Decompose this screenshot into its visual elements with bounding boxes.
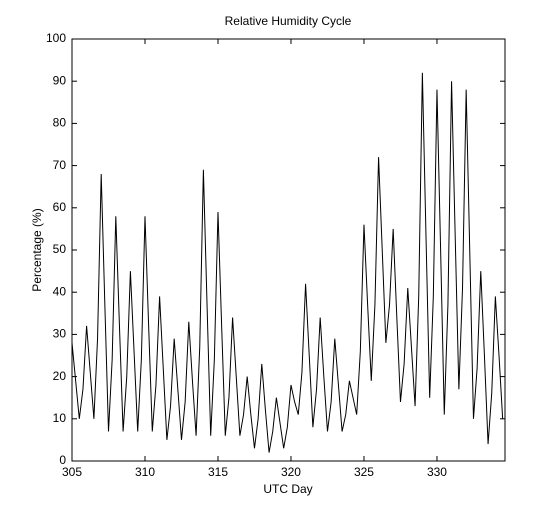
y-tick-label: 40 — [53, 284, 67, 298]
y-tick-label: 20 — [53, 369, 67, 383]
y-tick-label: 30 — [53, 327, 67, 341]
x-tick-label: 325 — [354, 465, 374, 479]
y-tick-label: 80 — [53, 116, 67, 130]
y-tick-label: 60 — [53, 200, 67, 214]
chart-title: Relative Humidity Cycle — [225, 14, 352, 28]
x-tick-label: 320 — [281, 465, 301, 479]
x-tick-label: 315 — [208, 465, 228, 479]
y-tick-label: 10 — [53, 411, 67, 425]
x-tick-label: 305 — [62, 465, 82, 479]
y-tick-label: 70 — [53, 158, 67, 172]
y-tick-label: 90 — [53, 73, 67, 87]
data-line — [71, 72, 504, 453]
x-axis-label: UTC Day — [263, 482, 312, 496]
x-tick-label: 330 — [427, 465, 447, 479]
y-tick-label: 50 — [53, 242, 67, 256]
y-tick-label: 0 — [59, 453, 66, 467]
x-tick-label: 310 — [135, 465, 155, 479]
y-axis-label: Percentage (%) — [30, 208, 44, 291]
y-tick-label: 100 — [46, 31, 66, 45]
axes-box — [71, 38, 506, 462]
